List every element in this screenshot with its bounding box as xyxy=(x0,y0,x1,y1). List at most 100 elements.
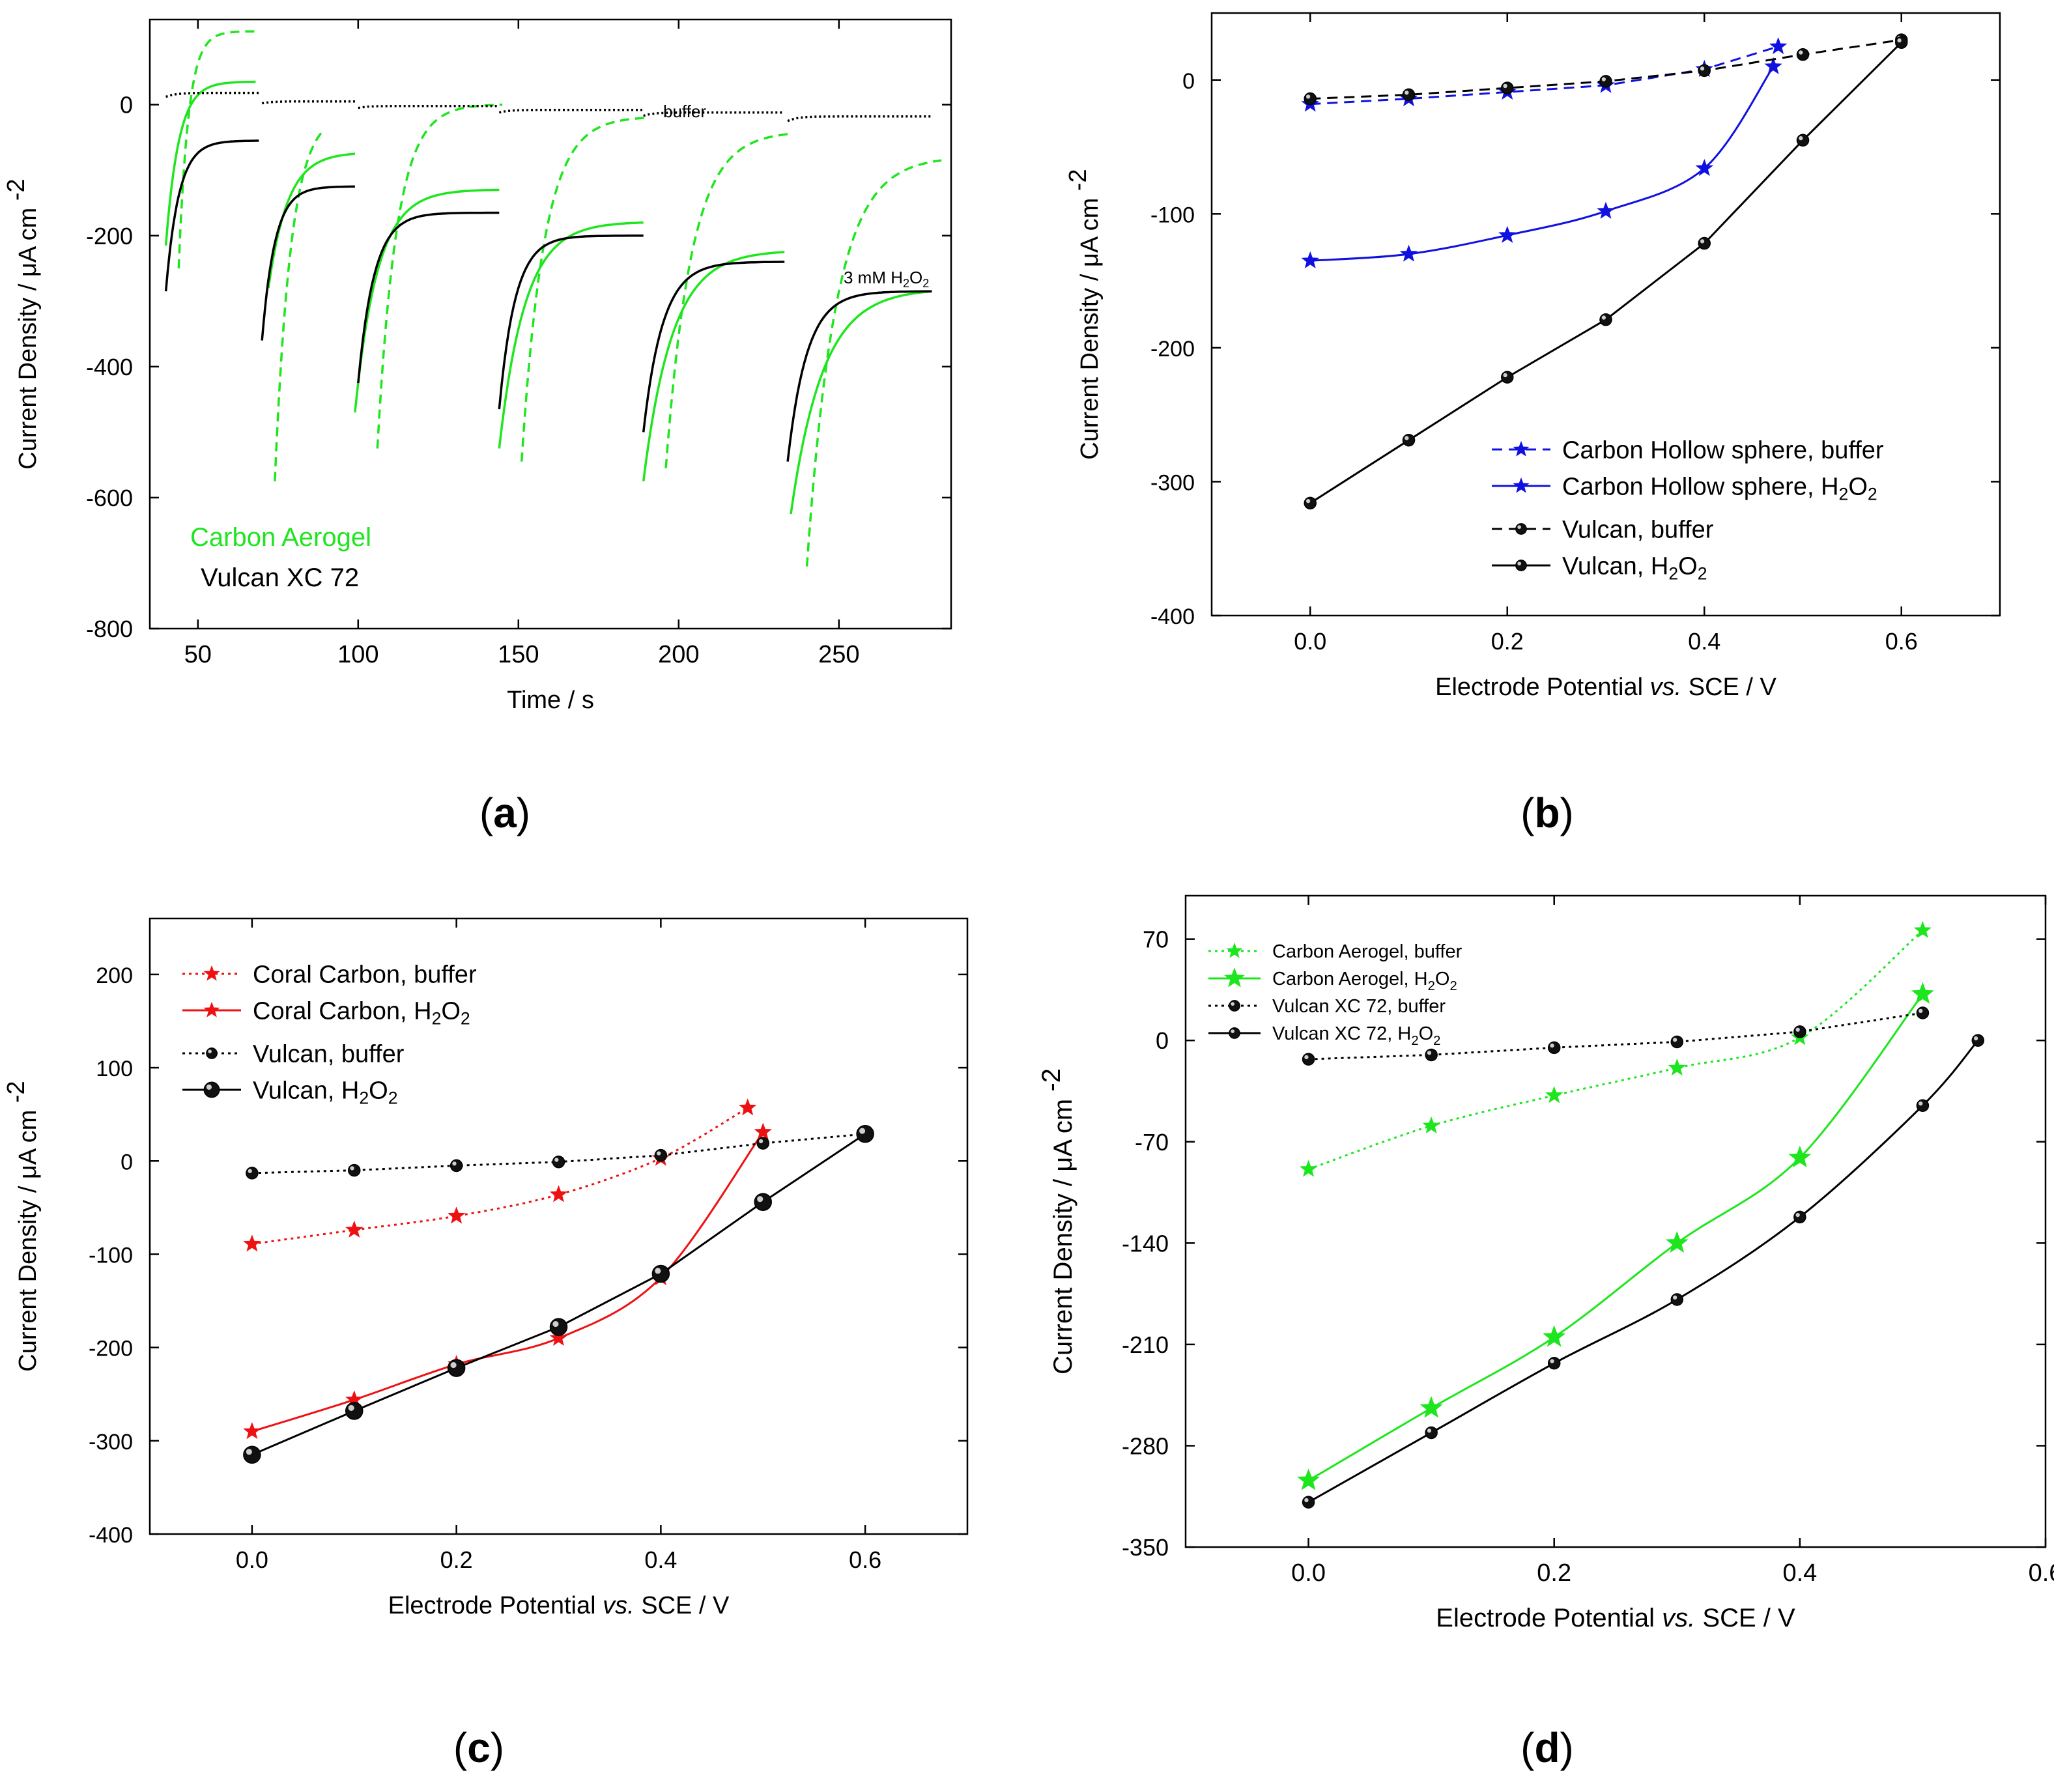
x-tick-label: 0.6 xyxy=(2029,1559,2054,1587)
data-point xyxy=(1423,1117,1440,1133)
y-tick-label: -70 xyxy=(1135,1129,1169,1156)
panel-caption: (d) xyxy=(1520,1724,1574,1771)
legend-label: Vulcan XC 72, buffer xyxy=(1272,996,1446,1017)
panel-caption: (b) xyxy=(1520,789,1574,836)
x-axis-label: Electrode Potential vs. SCE / V xyxy=(1435,674,1776,701)
panel-caption: (a) xyxy=(479,789,530,836)
y-tick-label: -400 xyxy=(86,354,133,380)
transient-segment xyxy=(791,291,932,514)
y-axis-label: Current Density / μA cm -2 xyxy=(1064,169,1104,459)
series-vulcan-buffer xyxy=(246,1128,871,1179)
series-carbon-aerogel-dashed xyxy=(178,31,941,566)
data-point xyxy=(1425,1049,1437,1060)
data-point xyxy=(1403,89,1415,100)
data-point xyxy=(553,1156,565,1168)
data-point xyxy=(1425,1427,1437,1438)
data-point xyxy=(349,1165,360,1176)
legend-marker xyxy=(207,1048,217,1059)
data-point xyxy=(448,1208,464,1223)
data-point xyxy=(1421,1397,1442,1417)
series-line xyxy=(252,1108,748,1244)
data-point xyxy=(1671,1036,1683,1047)
series-line xyxy=(1309,1040,1978,1502)
legend-label: Carbon Aerogel, H2O2 xyxy=(1272,969,1457,993)
transient-segment xyxy=(166,141,259,291)
transient-segment xyxy=(499,110,643,113)
transient-segment xyxy=(166,93,259,97)
data-point xyxy=(1598,203,1614,218)
data-point xyxy=(1600,314,1612,326)
x-tick-label: 0.4 xyxy=(1688,628,1720,655)
y-tick-label: 70 xyxy=(1143,926,1169,953)
data-point xyxy=(1502,371,1513,383)
legend: Coral Carbon, buffer Coral Carbon, H2O2 Vu… xyxy=(182,961,477,1107)
series-line xyxy=(1310,40,1902,99)
y-tick-label: 100 xyxy=(96,1057,133,1081)
x-tick-label: 0.4 xyxy=(1782,1559,1817,1587)
data-point xyxy=(652,1266,669,1283)
series-coral-carbon-buffer xyxy=(244,1100,756,1251)
x-axis-label: Electrode Potential vs. SCE / V xyxy=(1436,1604,1795,1632)
transient-segment xyxy=(644,252,784,481)
y-tick-label: 200 xyxy=(96,963,133,988)
data-point xyxy=(1917,1100,1928,1111)
data-point xyxy=(757,1137,769,1149)
data-point xyxy=(1546,1087,1562,1103)
y-tick-label: -400 xyxy=(89,1523,133,1548)
series-line xyxy=(252,1134,865,1455)
data-point xyxy=(1502,82,1513,94)
legend-label: Carbon Hollow sphere, H2O2 xyxy=(1562,473,1877,504)
x-axis-label: Time / s xyxy=(507,687,594,714)
series-vulcan-xc-72-h2o2 xyxy=(1303,1034,1984,1508)
transient-segment xyxy=(358,213,500,383)
x-axis-label: Electrode Potential vs. SCE / V xyxy=(388,1592,730,1619)
y-tick-label: -140 xyxy=(1122,1230,1169,1257)
legend-entry: Vulcan, H2O2 xyxy=(1492,552,1707,583)
data-point xyxy=(1797,134,1809,146)
legend-marker xyxy=(1229,1028,1240,1038)
transient-segment xyxy=(522,118,647,462)
legend-label-vulcan: Vulcan XC 72 xyxy=(201,563,359,592)
transient-segment xyxy=(666,134,788,468)
transient-segment xyxy=(377,105,502,449)
y-tick-label: 0 xyxy=(1156,1027,1169,1054)
legend-entry: Coral Carbon, buffer xyxy=(182,961,477,988)
legend-entry: Vulcan, buffer xyxy=(1492,516,1714,543)
legend-marker xyxy=(204,1082,219,1097)
transient-segment xyxy=(644,262,784,432)
y-tick-label: -200 xyxy=(1150,337,1195,362)
data-point xyxy=(1303,1053,1315,1065)
data-point xyxy=(739,1100,756,1115)
data-point xyxy=(1770,38,1786,53)
x-tick-label: 0.0 xyxy=(1291,1559,1326,1587)
data-point xyxy=(1797,49,1809,61)
annotation-h2o2: 3 mM H2O2 xyxy=(844,268,929,290)
series-line xyxy=(1309,930,1923,1169)
data-point xyxy=(244,1423,261,1439)
data-point xyxy=(1671,1294,1683,1305)
panel-caption: (c) xyxy=(453,1724,504,1771)
y-tick-label: -800 xyxy=(86,616,133,642)
data-point xyxy=(754,1193,771,1210)
panel-a: 50 100 150 200 250 -800 -600 -400 -200 0 Time / s C… xyxy=(3,20,951,836)
series-carbon-hollow-sphere-buffer xyxy=(1302,38,1786,111)
legend-label: Coral Carbon, H2O2 xyxy=(253,997,470,1028)
data-point xyxy=(448,1359,465,1376)
x-tick-label: 0.6 xyxy=(1885,628,1918,655)
panel-c: 0.0 0.2 0.4 0.6-400-300-200-1000100200Elect… xyxy=(3,918,967,1771)
data-point xyxy=(244,1446,261,1463)
transient-segment xyxy=(262,186,355,340)
data-point xyxy=(1896,36,1907,48)
transient-segment xyxy=(358,106,500,108)
legend-entry: Vulcan, H2O2 xyxy=(182,1077,398,1107)
series-line xyxy=(252,1132,763,1432)
transient-segment xyxy=(275,131,323,481)
legend-entry: Carbon Aerogel, buffer xyxy=(1208,941,1462,962)
legend-entry: Vulcan, buffer xyxy=(182,1040,405,1068)
data-point xyxy=(1401,246,1417,261)
legend-entry: Vulcan XC 72, H2O2 xyxy=(1208,1023,1440,1048)
legend-marker xyxy=(1227,943,1242,957)
y-tick-label: -100 xyxy=(1150,203,1195,227)
data-point xyxy=(246,1167,258,1179)
data-point xyxy=(1669,1059,1685,1075)
